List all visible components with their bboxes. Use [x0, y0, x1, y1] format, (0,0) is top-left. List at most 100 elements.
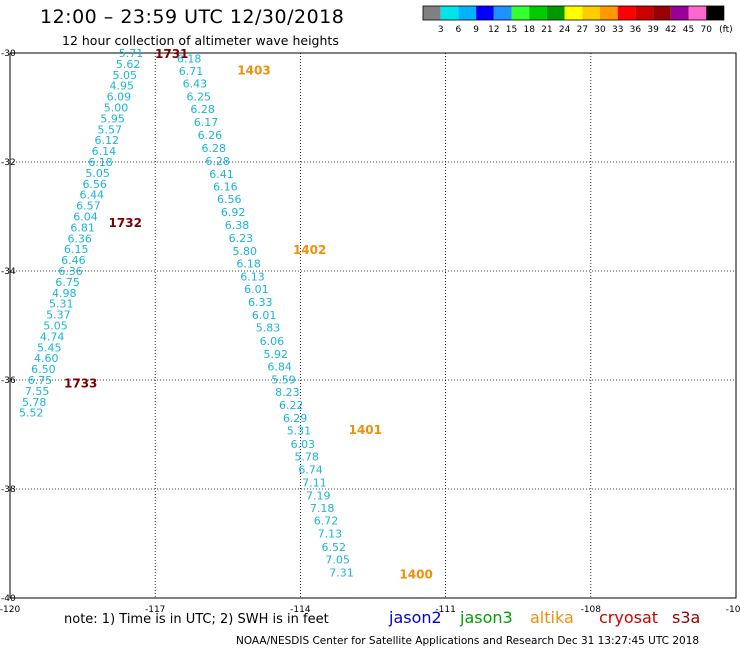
- pass-time-label: 1402: [293, 243, 326, 257]
- legend-swatch: [458, 6, 477, 20]
- lon-tick-label: -111: [435, 605, 455, 615]
- wave-height-label: 5.37: [46, 309, 71, 322]
- wave-height-label: 5.05: [112, 69, 137, 82]
- legend-label: 30: [594, 25, 606, 35]
- wave-height-label: 5.95: [100, 112, 125, 125]
- wave-height-label: 8.23: [275, 386, 300, 399]
- wave-height-label: 6.13: [240, 270, 265, 283]
- lat-tick-label: -36: [1, 376, 16, 386]
- lon-tick-label: -117: [145, 605, 165, 615]
- lat-tick-label: -40: [1, 594, 16, 604]
- wave-height-label: 6.18: [236, 257, 261, 270]
- wave-height-label: 6.23: [229, 232, 254, 245]
- wave-height-label: 6.01: [252, 309, 277, 322]
- legend-label: 12: [488, 25, 499, 35]
- legend-label: 33: [612, 25, 623, 35]
- wave-height-label: 6.84: [267, 360, 292, 373]
- page-title: 12:00 – 23:59 UTC 12/30/2018: [40, 6, 345, 28]
- wave-height-label: 6.15: [64, 243, 89, 256]
- wave-height-label: 7.55: [25, 385, 50, 398]
- satellite-name-cryosat: cryosat: [599, 608, 659, 627]
- lat-tick-label: -38: [1, 485, 16, 495]
- legend-label: 36: [630, 25, 642, 35]
- wave-height-label: 5.78: [22, 396, 47, 409]
- legend-label: 3: [438, 25, 444, 35]
- wave-height-label: 6.44: [80, 189, 105, 202]
- legend-frame: [422, 5, 725, 21]
- lat-tick-label: -32: [1, 158, 16, 168]
- legend-label: 24: [559, 25, 571, 35]
- wave-height-label: 5.31: [287, 425, 312, 438]
- lon-tick-label: -114: [290, 605, 311, 615]
- color-legend: 3 6 9 12 15 18 21 24 27 30 33 36 39 42 45 70 (ft): [422, 5, 733, 35]
- wave-height-label: 6.50: [31, 363, 56, 376]
- lat-tick-label: -30: [1, 49, 16, 59]
- lon-tick-label: -105: [726, 605, 740, 615]
- wave-height-label: 5.00: [104, 102, 129, 115]
- map-frame: [9, 52, 737, 599]
- wave-height-map: -120 -117 -114 -111 -108 -105 -30 -32 -34 -36 -38 -…: [0, 47, 740, 615]
- wave-height-label: 6.01: [244, 283, 269, 296]
- wave-height-label: 6.28: [190, 103, 215, 116]
- legend-label: 45: [683, 25, 694, 35]
- note-text: note: 1) Time is in UTC; 2) SWH is in fe…: [64, 612, 329, 627]
- footer-credit: NOAA/NESDIS Center for Satellite Applica…: [236, 635, 700, 647]
- legend-swatch: [476, 6, 494, 20]
- legend-swatch: [423, 6, 441, 20]
- pass-time-label: 1403: [237, 63, 270, 77]
- wave-height-label: 6.33: [248, 296, 273, 309]
- wave-height-label: 6.75: [55, 276, 80, 289]
- wave-height-label: 6.52: [322, 541, 347, 554]
- legend-swatch: [653, 6, 671, 20]
- wave-height-label: 6.38: [225, 219, 250, 232]
- wave-height-label: 6.26: [198, 129, 223, 142]
- wave-height-label: 6.09: [107, 91, 132, 104]
- legend-swatch: [529, 6, 547, 20]
- wave-height-label: 6.28: [202, 142, 227, 155]
- wave-height-label: 6.41: [209, 168, 234, 181]
- wave-height-label: 7.05: [325, 553, 350, 566]
- wave-height-label: 4.60: [34, 352, 59, 365]
- wave-height-label: 6.04: [73, 211, 98, 224]
- legend-swatch: [635, 6, 654, 20]
- wave-height-label: 6.56: [217, 193, 242, 206]
- wave-height-label: 5.71: [119, 47, 144, 60]
- pass-time-label: 1731: [155, 47, 188, 61]
- wave-height-label: 6.12: [95, 134, 120, 147]
- wave-height-label: 5.05: [85, 167, 110, 180]
- wave-height-label: 6.16: [213, 181, 238, 194]
- wave-height-label: 4.74: [40, 330, 65, 343]
- legend-label: 39: [647, 25, 659, 35]
- wave-height-label: 7.31: [329, 566, 354, 579]
- satellite-name-jason3: jason3: [460, 608, 513, 627]
- wave-height-label: 6.72: [314, 515, 339, 528]
- wave-height-label: 6.75: [28, 374, 53, 387]
- wave-height-label: 7.13: [318, 528, 343, 541]
- wave-height-label: 6.14: [92, 145, 117, 158]
- wave-height-label: 7.19: [306, 490, 331, 503]
- satellite-name-s3a: s3a: [672, 608, 701, 627]
- legend-swatch: [688, 6, 707, 20]
- lon-tick-label: -108: [581, 605, 602, 615]
- wave-height-label: 6.71: [179, 65, 204, 78]
- wave-height-label: 5.80: [232, 245, 257, 258]
- legend-swatch: [582, 6, 600, 20]
- wave-height-label: 6.28: [205, 155, 230, 168]
- satellite-name-jason2: jason2: [389, 608, 442, 627]
- wave-height-label: 6.18: [177, 52, 202, 65]
- lat-tick-label: -34: [1, 267, 16, 277]
- legend-swatch: [600, 6, 618, 20]
- wave-height-label: 6.25: [187, 91, 212, 104]
- pass-time-label: 1400: [399, 567, 432, 581]
- wave-height-label: 7.11: [302, 476, 327, 489]
- wave-height-label: 5.78: [294, 450, 319, 463]
- wave-height-label: 5.45: [37, 341, 62, 354]
- pass-time-label: 1401: [349, 423, 382, 437]
- wave-height-label: 4.98: [52, 287, 77, 300]
- legend-label: 6: [456, 25, 462, 35]
- wave-height-label: 5.62: [116, 58, 141, 71]
- wave-height-label: 5.59: [271, 373, 296, 386]
- legend-label: 18: [523, 25, 535, 35]
- wave-height-label: 6.18: [88, 156, 113, 169]
- wave-height-label: 6.03: [291, 438, 316, 451]
